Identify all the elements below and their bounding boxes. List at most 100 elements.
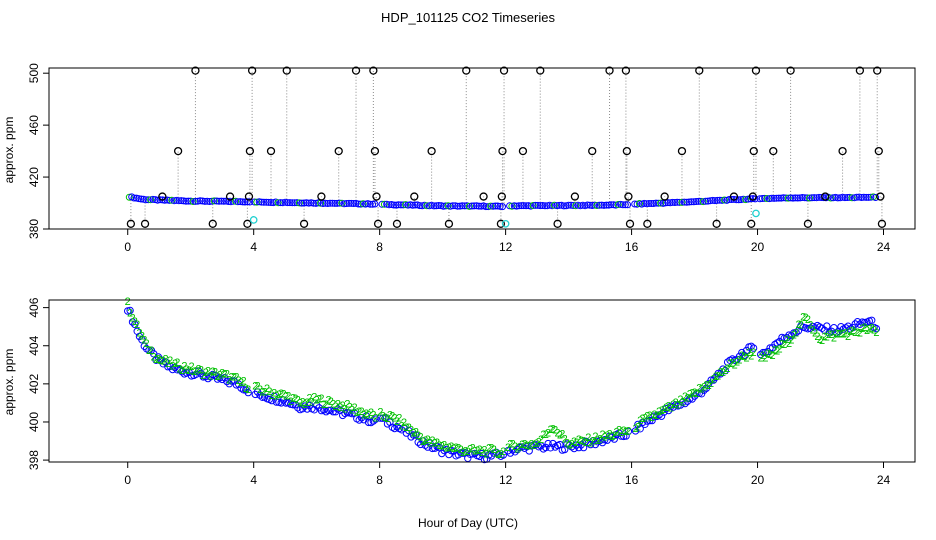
bottom-series2-point: 2 xyxy=(838,328,844,340)
bottom-series1-point xyxy=(568,443,576,451)
bottom-series2-point: 2 xyxy=(581,436,587,448)
top-baseline-point xyxy=(550,201,558,209)
figure-title: HDP_101125 CO2 Timeseries xyxy=(381,10,555,25)
bottom-series1-point xyxy=(544,439,552,448)
bottom-series2-point: 2 xyxy=(555,427,561,439)
top-baseline-point xyxy=(586,201,594,209)
bottom-series2-point: 2 xyxy=(273,390,279,402)
top-baseline-point xyxy=(222,197,230,205)
top-spike-point xyxy=(622,146,632,156)
bottom-series1-point xyxy=(194,367,203,375)
bottom-series2-point: 2 xyxy=(486,442,492,454)
bottom-series2-point: 2 xyxy=(777,344,783,356)
top-cyan-point xyxy=(249,216,258,224)
top-baseline-point xyxy=(439,202,447,210)
bottom-series1-point xyxy=(664,406,673,415)
bottom-series2-point: 2 xyxy=(283,391,289,403)
top-baseline-point xyxy=(130,194,138,202)
bottom-series2-point: 2 xyxy=(167,355,173,367)
top-baseline-point xyxy=(588,202,596,209)
top-baseline-point xyxy=(817,194,825,201)
bottom-series2-point: 2 xyxy=(635,421,641,433)
bottom-series2-point: 2 xyxy=(869,323,875,335)
bottom-series2-point: 2 xyxy=(418,432,424,444)
bottom-series2-point: 2 xyxy=(361,410,367,422)
bottom-series2-point: 2 xyxy=(384,413,390,425)
bottom-series2-point: 2 xyxy=(576,434,582,446)
bottom-series2-point: 2 xyxy=(304,397,310,409)
bottom-series2-point: 2 xyxy=(614,427,620,439)
bottom-series2-point: 2 xyxy=(814,331,820,343)
bottom-series2-point: 2 xyxy=(288,396,294,408)
bottom-series2-point: 2 xyxy=(196,363,202,375)
bottom-series2-point: 2 xyxy=(389,410,395,422)
bottom-series2-point: 2 xyxy=(640,413,646,425)
bottom-series2-point: 2 xyxy=(569,438,575,450)
bottom-series2-point: 2 xyxy=(344,398,350,410)
bottom-series1-point xyxy=(405,426,413,435)
bottom-series2-point: 2 xyxy=(420,436,426,448)
top-baseline-point xyxy=(758,195,766,202)
top-baseline-point xyxy=(820,194,828,202)
top-spike-point xyxy=(498,146,507,156)
bottom-series1-point xyxy=(272,398,281,406)
bottom-series2-point: 2 xyxy=(779,339,785,351)
top-spike-point xyxy=(191,66,200,75)
top-baseline-point xyxy=(208,197,216,205)
bottom-series2-point: 2 xyxy=(562,433,568,445)
top-baseline-point xyxy=(643,200,650,208)
top-baseline-point xyxy=(841,194,849,202)
top-baseline-point xyxy=(843,194,851,201)
bottom-series1-point xyxy=(702,384,711,392)
top-baseline-point xyxy=(262,198,270,206)
top-baseline-point xyxy=(685,198,693,206)
bottom-series1-point xyxy=(202,372,210,381)
bottom-series1-point xyxy=(794,327,803,335)
top-spike-point xyxy=(747,219,756,228)
bottom-series1-point xyxy=(199,373,208,381)
bottom-series2-point: 2 xyxy=(637,415,643,427)
bottom-series1-point xyxy=(128,318,137,326)
top-baseline-point xyxy=(763,195,771,202)
top-baseline-point xyxy=(747,195,754,203)
bottom-series2-point: 2 xyxy=(507,438,513,450)
bottom-series2-point: 2 xyxy=(803,312,809,324)
bottom-series1-point xyxy=(450,447,458,455)
top-baseline-point xyxy=(166,196,173,204)
bottom-series1-point xyxy=(766,344,774,352)
top-baseline-point xyxy=(430,202,438,210)
top-baseline-point xyxy=(395,201,402,209)
bottom-x-tick-label: 8 xyxy=(376,473,383,487)
top-spike-point xyxy=(873,66,882,75)
top-baseline-point xyxy=(458,202,466,210)
bottom-series2-point: 2 xyxy=(373,413,379,425)
bottom-series2-point: 2 xyxy=(444,443,450,455)
top-x-axis: 0 4 8 12 16 20 24 xyxy=(124,229,891,254)
top-baseline-point xyxy=(345,199,353,207)
bottom-series2-point: 2 xyxy=(318,393,324,405)
bottom-series1-point xyxy=(168,365,177,374)
top-baseline-point xyxy=(768,194,776,202)
bottom-series1-point xyxy=(700,386,708,394)
bottom-series2-point: 2 xyxy=(205,366,211,378)
bottom-series2-point: 2 xyxy=(245,384,251,396)
top-drop-lines xyxy=(130,70,883,224)
bottom-series2-point: 2 xyxy=(793,327,799,339)
top-baseline-point xyxy=(513,202,521,210)
top-baseline-point xyxy=(234,198,242,206)
bottom-series1-point xyxy=(617,432,625,440)
top-baseline-point xyxy=(435,202,443,209)
bottom-series2-point: 2 xyxy=(349,405,355,417)
bottom-series2-point: 2 xyxy=(441,440,447,452)
bottom-series2-point: 2 xyxy=(736,355,742,367)
bottom-series2-point: 2 xyxy=(125,296,131,308)
top-spike-point xyxy=(373,219,383,228)
top-spike-point xyxy=(877,219,887,228)
top-baseline-point xyxy=(286,199,294,207)
top-baseline-point xyxy=(465,202,473,210)
bottom-series2-point: 2 xyxy=(141,335,147,347)
bottom-series2-point: 2 xyxy=(278,388,284,400)
bottom-series1-point xyxy=(204,374,212,383)
top-baseline-point xyxy=(600,201,608,209)
bottom-series2-point: 2 xyxy=(335,399,341,411)
